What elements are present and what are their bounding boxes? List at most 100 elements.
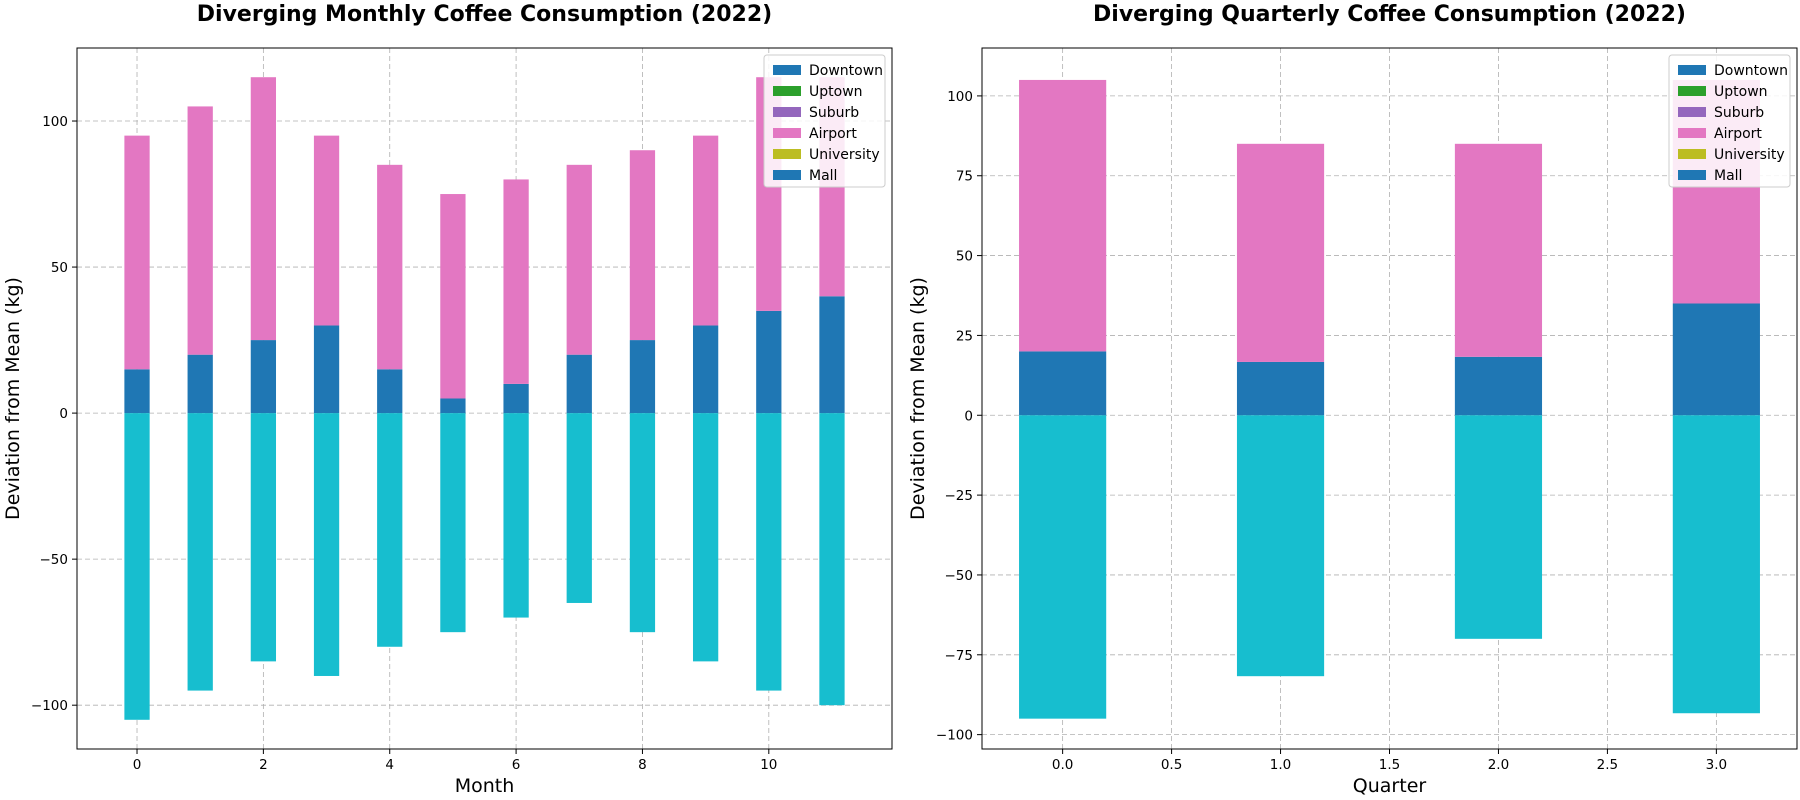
x-tick-label: 0.0: [1052, 757, 1073, 773]
legend-label: Mall: [809, 168, 837, 184]
legend-swatch-suburb: [773, 107, 801, 117]
legend-label: Uptown: [809, 84, 863, 100]
bar-airport-2: [250, 77, 277, 341]
bar-airport-7: [566, 164, 592, 355]
y-axis-label: Deviation from Mean (kg): [2, 277, 24, 520]
bar-mall-1: [187, 413, 213, 691]
bar-downtown-4: [377, 369, 403, 414]
y-tick-label: 0: [59, 406, 68, 422]
bar-mall-8: [629, 413, 656, 633]
legend-swatch-mall: [1678, 170, 1706, 180]
bar-downtown-0: [1019, 351, 1107, 416]
legend-swatch-downtown: [773, 65, 801, 75]
y-tick-label: −75: [945, 648, 974, 664]
x-axis-label: Month: [455, 775, 515, 797]
bar-downtown-2: [1454, 356, 1543, 416]
bar-downtown-5: [440, 398, 466, 414]
bar-airport-0: [1019, 79, 1107, 352]
bar-downtown-11: [819, 296, 845, 414]
legend-label: Uptown: [1714, 84, 1768, 100]
y-tick-label: −100: [936, 728, 973, 744]
bar-downtown-1: [187, 354, 213, 414]
bar-mall-9: [692, 413, 719, 662]
bar-mall-4: [377, 413, 403, 647]
y-tick-label: 25: [956, 328, 973, 344]
bar-mall-2: [250, 413, 277, 662]
legend-label: Downtown: [809, 63, 883, 79]
y-tick-label: 50: [51, 260, 68, 276]
bar-airport-9: [692, 135, 719, 326]
bar-downtown-3: [1672, 303, 1760, 416]
legend-label: Airport: [809, 126, 857, 142]
bar-downtown-7: [566, 354, 592, 414]
y-tick-label: 75: [956, 169, 973, 185]
bar-mall-1: [1236, 415, 1325, 677]
bar-airport-0: [124, 135, 150, 370]
y-tick-label: −50: [40, 552, 69, 568]
x-tick-label: 10: [760, 757, 777, 773]
bar-mall-5: [440, 413, 466, 633]
bar-airport-6: [503, 179, 529, 384]
legend-label: University: [809, 147, 880, 163]
legend-swatch-airport: [773, 128, 801, 138]
x-tick-label: 1.0: [1270, 757, 1291, 773]
legend-swatch-university: [773, 149, 801, 159]
y-tick-label: −100: [31, 698, 68, 714]
x-tick-label: 2.0: [1488, 757, 1509, 773]
x-tick-label: 0.5: [1161, 757, 1182, 773]
legend-label: Suburb: [809, 105, 859, 121]
x-tick-label: 3.0: [1706, 757, 1727, 773]
legend-label: University: [1714, 147, 1785, 163]
legend-swatch-uptown: [1678, 86, 1706, 96]
x-tick-label: 0: [133, 757, 142, 773]
chart-title: Diverging Quarterly Coffee Consumption (…: [1093, 2, 1686, 27]
bar-mall-7: [566, 413, 592, 603]
bar-downtown-1: [1236, 361, 1325, 416]
bar-mall-3: [1672, 415, 1760, 714]
legend-swatch-university: [1678, 149, 1706, 159]
legend-swatch-downtown: [1678, 65, 1706, 75]
legend-swatch-suburb: [1678, 107, 1706, 117]
x-tick-label: 4: [385, 757, 394, 773]
chart-title: Diverging Monthly Coffee Consumption (20…: [197, 2, 772, 27]
bar-mall-3: [313, 413, 340, 676]
y-tick-label: −50: [945, 568, 974, 584]
y-tick-label: 0: [964, 408, 973, 424]
bar-airport-1: [187, 106, 213, 355]
legend-swatch-mall: [773, 170, 801, 180]
bar-airport-8: [629, 150, 656, 341]
y-tick-label: 50: [956, 249, 973, 265]
legend: Downtown Uptown Suburb Airport University Mal…: [763, 54, 886, 188]
bar-airport-2: [1454, 143, 1543, 357]
y-tick-label: 100: [947, 89, 973, 105]
chart-panel-1: Diverging Monthly Coffee Consumption (20…: [2, 2, 893, 797]
bar-downtown-0: [124, 369, 150, 414]
legend-label: Downtown: [1714, 63, 1788, 79]
legend-label: Airport: [1714, 126, 1762, 142]
y-tick-label: −25: [945, 488, 974, 504]
x-tick-label: 1.5: [1379, 757, 1400, 773]
plot-frame: [76, 47, 893, 750]
x-tick-label: 2.5: [1597, 757, 1618, 773]
bar-mall-0: [124, 413, 150, 720]
legend-label: Suburb: [1714, 105, 1764, 121]
legend-swatch-uptown: [773, 86, 801, 96]
x-tick-label: 2: [259, 757, 268, 773]
legend: Downtown Uptown Suburb Airport University Mal…: [1668, 54, 1791, 188]
y-axis-label: Deviation from Mean (kg): [907, 277, 929, 520]
y-tick-label: 100: [42, 114, 68, 130]
x-axis-label: Quarter: [1353, 775, 1427, 797]
legend-swatch-airport: [1678, 128, 1706, 138]
bar-mall-2: [1454, 415, 1543, 639]
chart-panel-2: Diverging Quarterly Coffee Consumption (…: [907, 2, 1798, 797]
legend-label: Mall: [1714, 168, 1742, 184]
x-tick-label: 6: [512, 757, 521, 773]
bar-airport-3: [313, 135, 340, 326]
bars: [124, 77, 845, 720]
bar-mall-6: [503, 413, 529, 618]
bar-downtown-6: [503, 383, 529, 414]
bar-airport-5: [440, 194, 466, 399]
bar-downtown-3: [313, 325, 340, 414]
bar-downtown-2: [250, 340, 277, 414]
